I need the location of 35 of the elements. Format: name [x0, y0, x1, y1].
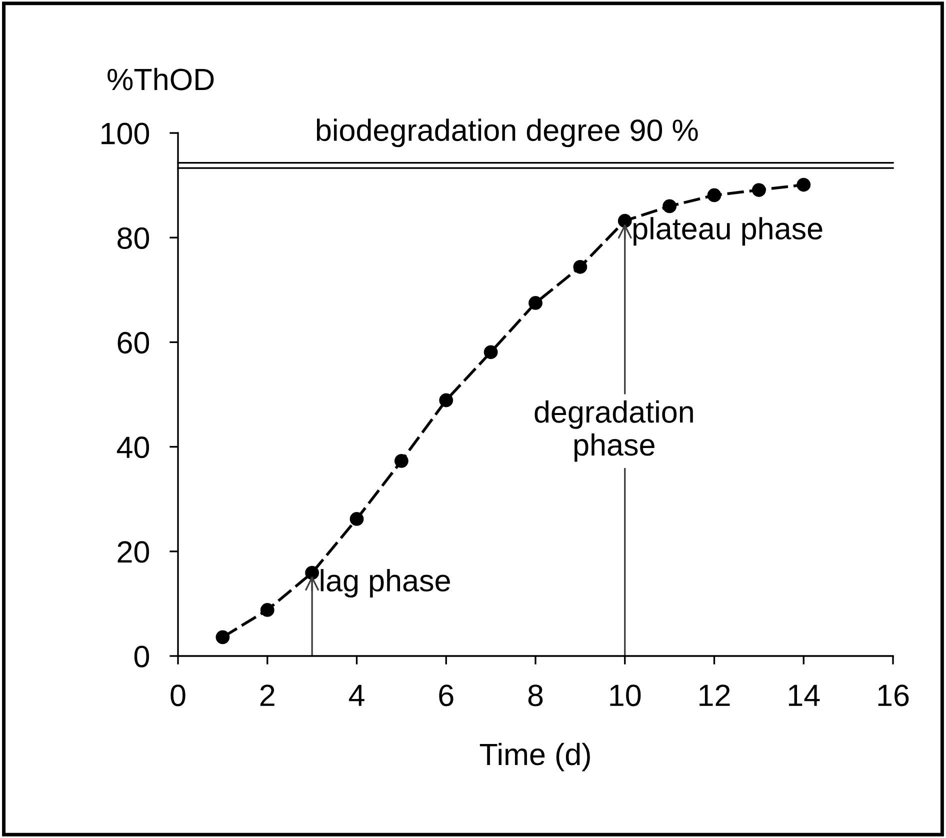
point: [707, 188, 722, 202]
ref-line-label: biodegradation degree 90 %: [316, 118, 698, 148]
point: [394, 454, 408, 468]
point: [618, 214, 632, 228]
point: [528, 296, 542, 310]
annotation: degradation phase: [534, 400, 693, 462]
point: [350, 512, 364, 526]
y-tick-label: 80: [118, 227, 150, 249]
x-tick-label: 12: [700, 684, 730, 706]
point: [260, 603, 274, 617]
x-tick-label: 2: [260, 684, 274, 706]
x-tick-label: 10: [610, 684, 641, 706]
y-tick-label: 40: [116, 436, 150, 458]
point: [439, 393, 454, 408]
point: [573, 260, 588, 274]
x-tick-label: 14: [788, 684, 820, 706]
ref-line-label: lag phase: [320, 569, 450, 598]
ref-line-label: plateau phase: [634, 217, 822, 246]
x-tick-label: 4: [348, 684, 364, 706]
point: [796, 178, 811, 192]
x-tick-label: 8: [528, 684, 543, 706]
y-axis-title: %ThOD: [108, 68, 214, 90]
point: [216, 630, 230, 644]
point: [662, 199, 677, 214]
x-tick-label: 0: [170, 684, 186, 706]
y-tick-label: 60: [118, 332, 150, 354]
y-tick-label: 100: [102, 122, 150, 144]
y-tick-label: 0: [134, 646, 150, 668]
x-tick-label: 6: [439, 684, 454, 706]
point: [305, 566, 320, 580]
point: [752, 183, 766, 197]
y-tick-label: 20: [118, 541, 150, 563]
x-axis-title: Time (d): [480, 742, 590, 772]
x-tick-label: 16: [878, 684, 909, 706]
point: [484, 345, 498, 360]
